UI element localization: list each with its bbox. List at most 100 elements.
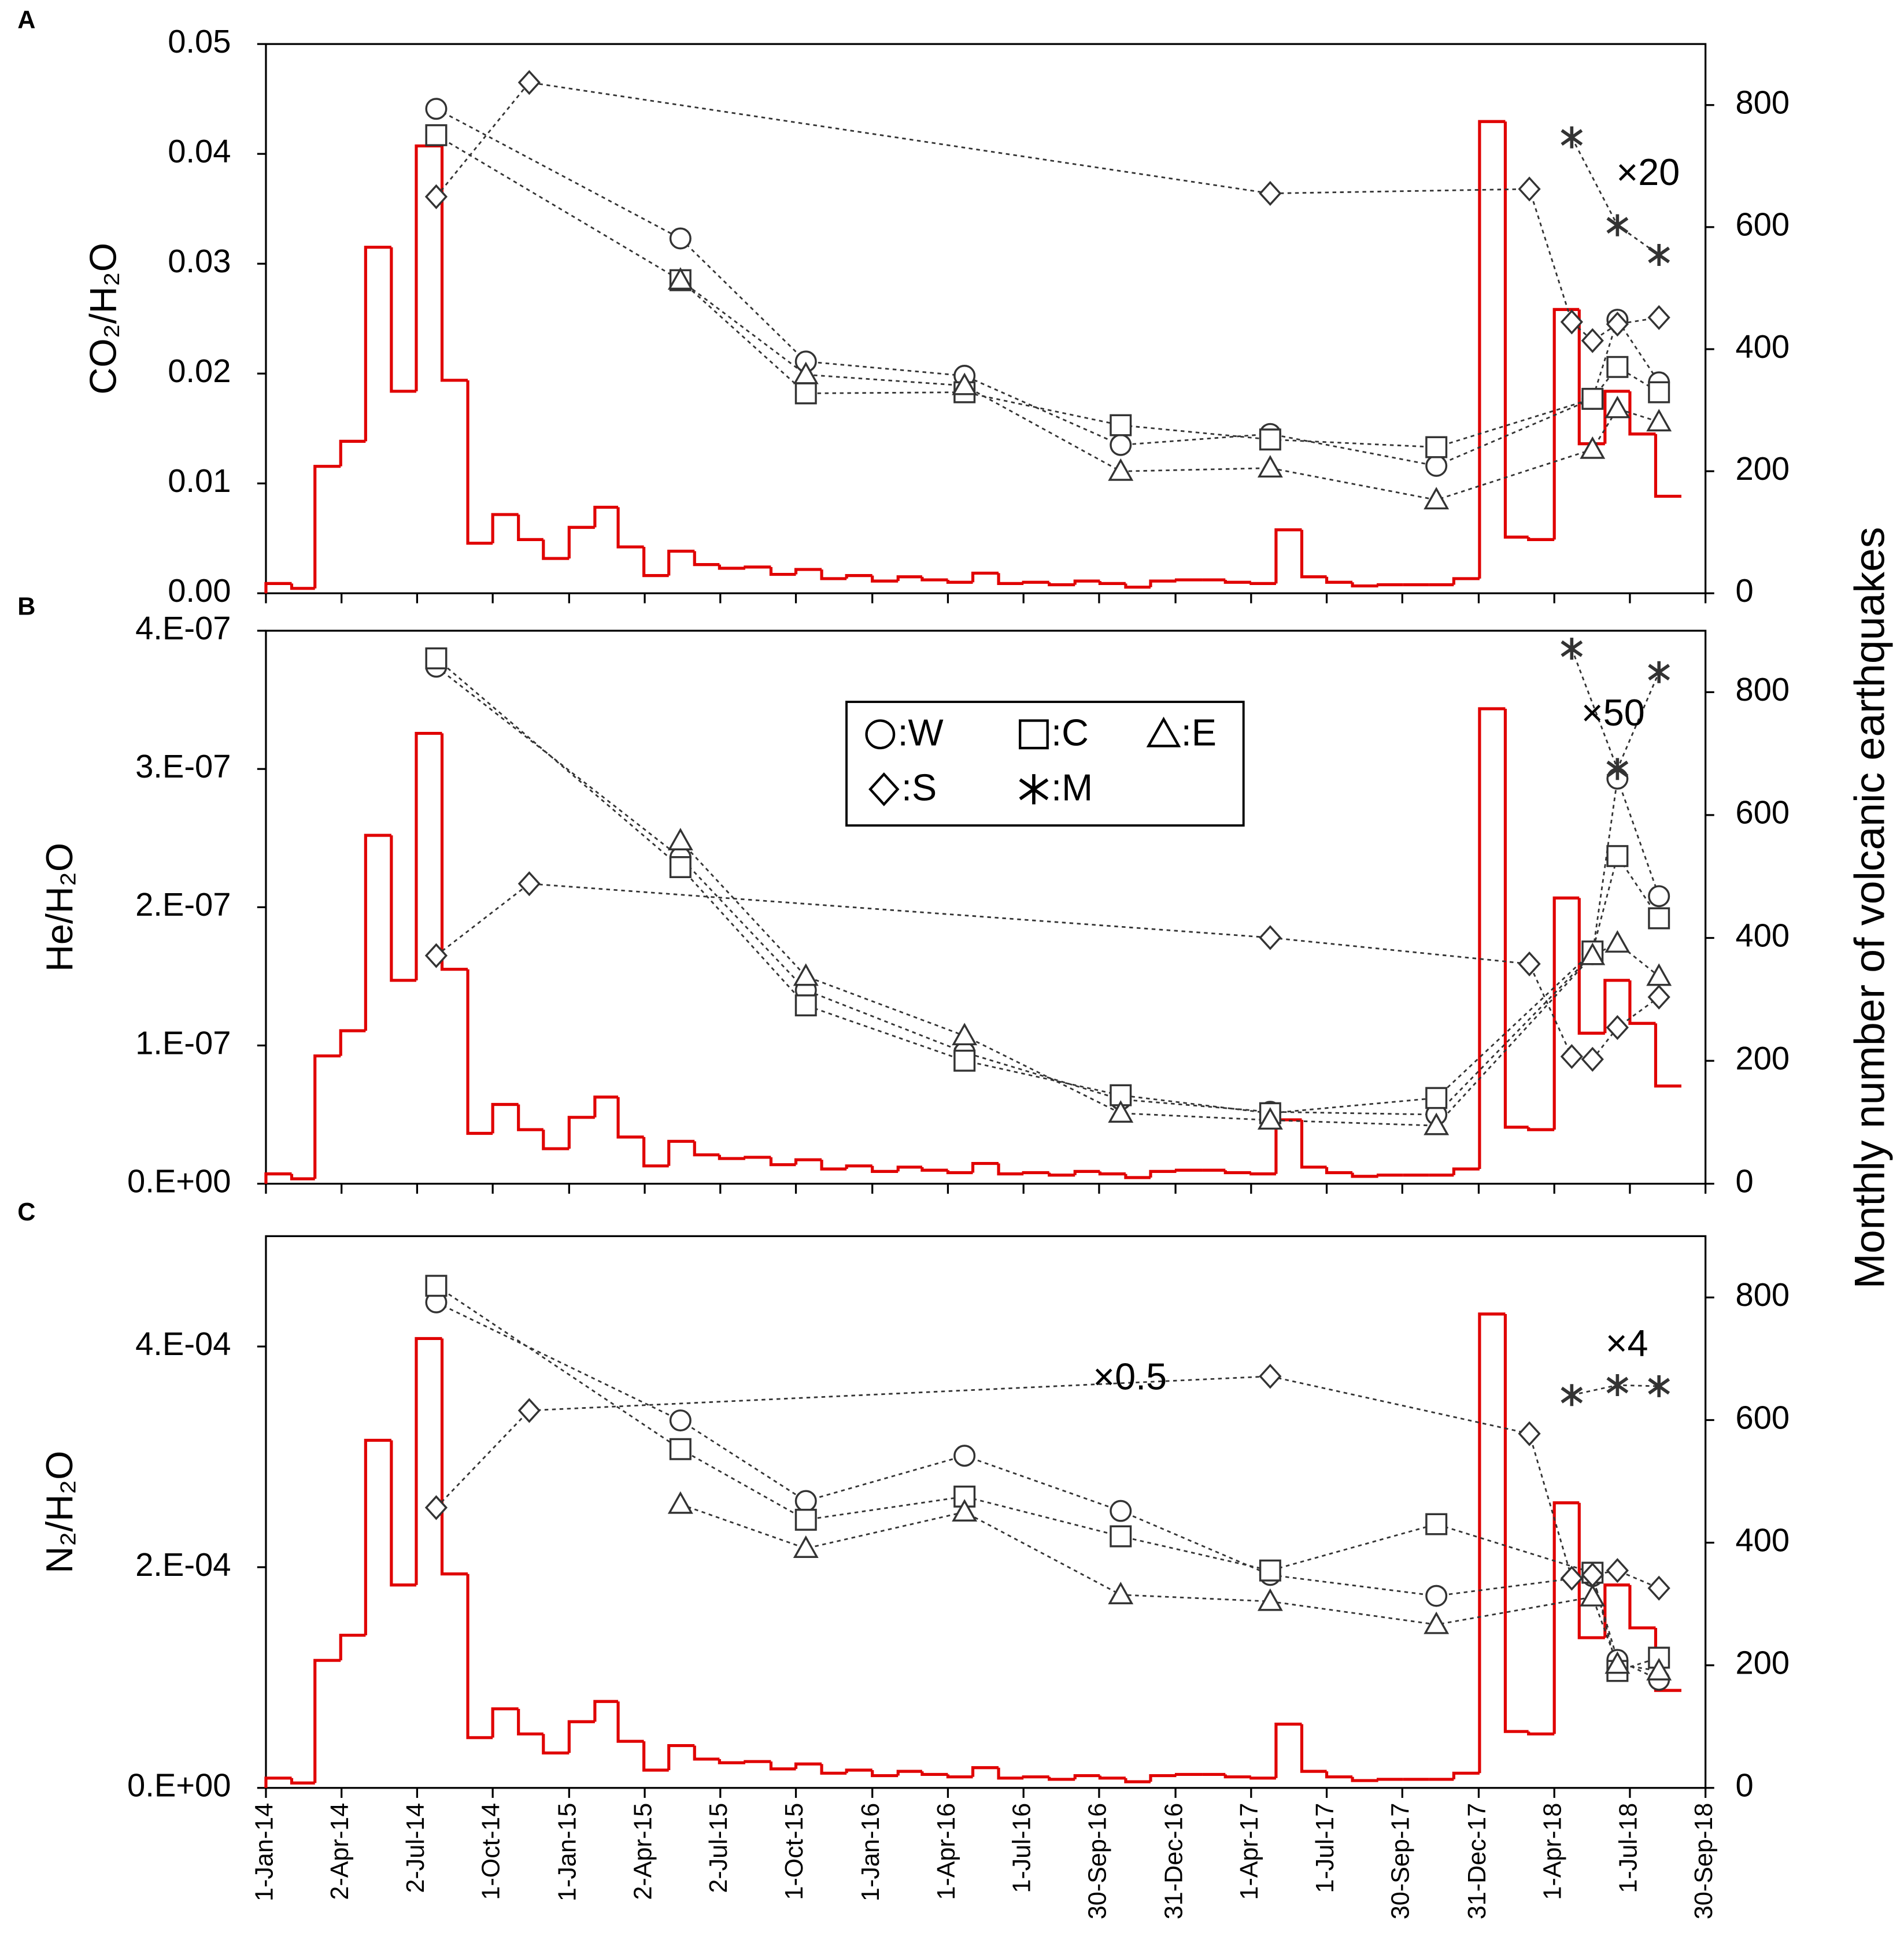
data-point — [669, 1409, 692, 1432]
earthquake-step — [415, 731, 442, 980]
earthquake-step — [1325, 1771, 1353, 1779]
earthquake-step — [1325, 1167, 1353, 1175]
earthquake-step — [1048, 1776, 1075, 1781]
legend-marker — [868, 772, 900, 806]
data-point — [1560, 309, 1583, 335]
y-tick-label: 0.00 — [168, 572, 231, 609]
earthquake-step — [946, 1170, 973, 1175]
earthquake-step — [1073, 579, 1100, 585]
earthquake-step — [1149, 579, 1177, 587]
data-point — [1561, 126, 1583, 149]
legend-marker — [865, 719, 896, 750]
earthquake-step — [997, 1163, 1024, 1176]
earthquake-step — [1628, 1585, 1656, 1630]
data-point — [1604, 395, 1631, 419]
data-point — [1648, 381, 1670, 404]
earthquake-step — [896, 1165, 922, 1172]
y2-tick-label: 600 — [1735, 206, 1790, 243]
data-point — [794, 1508, 817, 1531]
earthquake-step — [642, 547, 669, 578]
data-point — [1518, 1421, 1541, 1446]
earthquake-step — [718, 1759, 745, 1764]
earthquake-step — [1552, 1501, 1580, 1734]
earthquake-step — [1073, 1169, 1100, 1175]
data-point — [1108, 1100, 1134, 1123]
earthquake-step — [567, 525, 595, 559]
data-point — [1560, 1565, 1583, 1591]
legend-marker — [1019, 774, 1049, 805]
data-point — [667, 1491, 693, 1514]
panel-label: A — [17, 6, 35, 34]
plot-frame — [265, 1235, 1707, 1789]
earthquake-step — [946, 580, 973, 584]
x-tick-label: 1-Apr-17 — [1236, 1803, 1263, 1900]
earthquake-step — [567, 1116, 595, 1149]
earthquake-step — [290, 583, 315, 590]
earthquake-step — [1628, 980, 1656, 1025]
x-tick-label: 1-Jul-17 — [1311, 1803, 1339, 1893]
data-point — [1259, 925, 1282, 950]
legend-box — [845, 701, 1245, 827]
earthquake-step — [364, 246, 391, 442]
data-point — [953, 1445, 976, 1467]
earthquake-step — [871, 575, 899, 583]
earthquake-step — [642, 1741, 669, 1772]
earthquake-step — [1124, 1174, 1151, 1179]
earthquake-step — [1098, 1775, 1126, 1780]
earthquake-step — [920, 1771, 948, 1776]
data-point — [1581, 1562, 1604, 1587]
y-axis-label: He/H₂O — [38, 843, 80, 972]
y-tick-label: 0.03 — [168, 243, 231, 279]
data-point — [1257, 455, 1283, 478]
earthquake-step — [390, 1440, 416, 1587]
earthquake-step — [1603, 390, 1630, 444]
data-point — [1647, 305, 1670, 330]
y2-tick-label: 0 — [1735, 1163, 1753, 1199]
data-point — [1648, 1375, 1670, 1397]
earthquake-step — [667, 1139, 695, 1166]
data-point — [952, 1023, 978, 1046]
earthquake-step — [264, 1776, 292, 1788]
earthquake-step — [1249, 582, 1276, 585]
data-point — [1518, 176, 1541, 202]
earthquake-step — [517, 1104, 544, 1131]
y2-tick-label: 400 — [1735, 1522, 1790, 1558]
series-line — [435, 134, 1659, 448]
data-point — [1108, 458, 1134, 481]
x-tick-label: 1-Apr-16 — [933, 1803, 960, 1900]
earthquake-step — [871, 1770, 899, 1778]
x-tick-label: 1-Jan-15 — [554, 1803, 582, 1901]
earthquake-step — [1300, 1724, 1327, 1773]
annotation: ×0.5 — [1093, 1356, 1167, 1398]
earthquake-step — [440, 733, 468, 971]
data-point — [1606, 1374, 1629, 1397]
y-tick-label: 4.E-07 — [135, 610, 231, 646]
earthquake-step — [290, 1174, 315, 1180]
series-line — [680, 1503, 1659, 1672]
earthquake-step — [313, 1659, 341, 1783]
earthquake-step — [794, 1762, 822, 1769]
legend-label: :C — [1051, 712, 1089, 754]
data-point — [425, 98, 448, 120]
data-point — [793, 361, 819, 384]
earthquake-step — [593, 505, 619, 528]
earthquake-step — [517, 515, 544, 541]
earthquake-step — [616, 507, 644, 549]
data-point — [669, 1438, 692, 1460]
x-tick-label: 1-Oct-15 — [781, 1803, 808, 1900]
panel-label: B — [17, 593, 35, 621]
earthquake-step — [1149, 1169, 1177, 1178]
earthquake-step — [1577, 1502, 1605, 1639]
earthquake-step — [1351, 582, 1378, 588]
data-point — [1647, 1575, 1670, 1601]
series-line — [679, 840, 1660, 1127]
y2-tick-label: 600 — [1735, 794, 1790, 831]
earthquake-step — [769, 567, 796, 576]
earthquake-step — [616, 1097, 644, 1139]
data-point — [1581, 1046, 1604, 1072]
y2-tick-label: 800 — [1735, 671, 1790, 708]
earthquake-step — [667, 1744, 695, 1771]
data-point — [1560, 1044, 1583, 1069]
earthquake-step — [1527, 1731, 1555, 1736]
